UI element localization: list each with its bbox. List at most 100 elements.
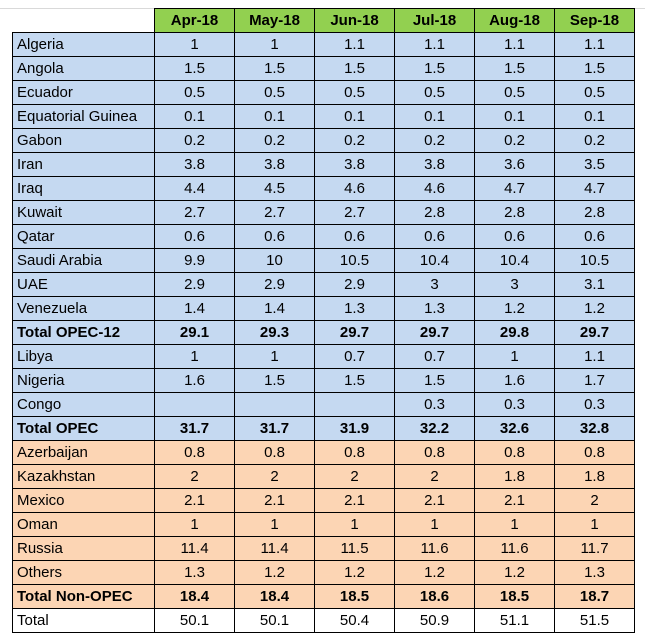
value-cell[interactable]: 2.9 [234,272,315,297]
value-cell[interactable]: 0.5 [154,80,235,105]
value-cell[interactable]: 3.5 [554,152,635,177]
value-cell[interactable]: 1.2 [314,560,395,585]
value-cell[interactable]: 4.6 [314,176,395,201]
value-cell[interactable]: 0.5 [234,80,315,105]
value-cell[interactable]: 18.5 [314,584,395,609]
value-cell[interactable]: 0.7 [394,344,475,369]
value-cell[interactable]: 1 [474,344,555,369]
value-cell[interactable]: 1.7 [554,368,635,393]
value-cell[interactable]: 50.1 [234,608,315,633]
column-header[interactable]: May-18 [234,8,315,33]
row-label[interactable]: Total OPEC-12 [12,320,155,345]
value-cell[interactable]: 1.5 [314,56,395,81]
value-cell[interactable]: 1.5 [394,56,475,81]
value-cell[interactable]: 1.1 [474,32,555,57]
value-cell[interactable]: 1.3 [554,560,635,585]
row-label[interactable]: Nigeria [12,368,155,393]
value-cell[interactable]: 3.8 [394,152,475,177]
value-cell[interactable]: 1 [154,32,235,57]
value-cell[interactable]: 18.6 [394,584,475,609]
value-cell[interactable]: 0.3 [474,392,555,417]
value-cell[interactable]: 0.8 [554,440,635,465]
value-cell[interactable]: 50.1 [154,608,235,633]
value-cell[interactable]: 1.1 [554,32,635,57]
value-cell[interactable]: 1 [314,512,395,537]
value-cell[interactable]: 11.5 [314,536,395,561]
value-cell[interactable]: 2.9 [154,272,235,297]
value-cell[interactable]: 1.2 [474,560,555,585]
value-cell[interactable]: 3.8 [314,152,395,177]
value-cell[interactable]: 31.7 [234,416,315,441]
value-cell[interactable]: 0.6 [394,224,475,249]
column-header[interactable]: Jun-18 [314,8,395,33]
row-label[interactable]: Iraq [12,176,155,201]
value-cell[interactable]: 11.6 [394,536,475,561]
value-cell[interactable]: 0.3 [554,392,635,417]
value-cell[interactable]: 1.5 [154,56,235,81]
value-cell[interactable]: 4.4 [154,176,235,201]
value-cell[interactable]: 1.2 [554,296,635,321]
value-cell[interactable]: 0.8 [474,440,555,465]
value-cell[interactable]: 1.5 [314,368,395,393]
value-cell[interactable]: 51.5 [554,608,635,633]
row-label[interactable]: Others [12,560,155,585]
value-cell[interactable]: 0.6 [554,224,635,249]
value-cell[interactable]: 1.3 [314,296,395,321]
value-cell[interactable]: 1.5 [554,56,635,81]
row-label[interactable]: Qatar [12,224,155,249]
value-cell[interactable]: 0.3 [394,392,475,417]
value-cell[interactable]: 0.6 [234,224,315,249]
value-cell[interactable]: 1 [234,32,315,57]
value-cell[interactable]: 2 [554,488,635,513]
value-cell[interactable]: 0.1 [554,104,635,129]
value-cell[interactable]: 1 [234,344,315,369]
value-cell[interactable]: 1.3 [394,296,475,321]
row-label[interactable]: UAE [12,272,155,297]
value-cell[interactable]: 11.4 [154,536,235,561]
value-cell[interactable]: 1.3 [154,560,235,585]
value-cell[interactable]: 10.5 [554,248,635,273]
value-cell[interactable]: 2.1 [154,488,235,513]
value-cell[interactable]: 0.2 [394,128,475,153]
value-cell[interactable]: 1 [394,512,475,537]
value-cell[interactable]: 0.1 [234,104,315,129]
row-label[interactable]: Gabon [12,128,155,153]
row-label[interactable]: Oman [12,512,155,537]
value-cell[interactable]: 1.5 [474,56,555,81]
value-cell[interactable]: 1.8 [474,464,555,489]
value-cell[interactable]: 10.4 [474,248,555,273]
row-label[interactable]: Libya [12,344,155,369]
row-label[interactable]: Mexico [12,488,155,513]
value-cell[interactable]: 18.5 [474,584,555,609]
value-cell[interactable]: 0.5 [314,80,395,105]
row-label[interactable]: Iran [12,152,155,177]
value-cell[interactable]: 0.1 [474,104,555,129]
value-cell[interactable]: 10.5 [314,248,395,273]
value-cell[interactable]: 2 [394,464,475,489]
value-cell[interactable]: 31.7 [154,416,235,441]
value-cell[interactable]: 0.8 [234,440,315,465]
value-cell[interactable]: 29.3 [234,320,315,345]
value-cell[interactable]: 3 [474,272,555,297]
value-cell[interactable] [154,392,235,417]
row-label[interactable]: Algeria [12,32,155,57]
value-cell[interactable]: 10 [234,248,315,273]
value-cell[interactable]: 18.4 [234,584,315,609]
value-cell[interactable]: 1.6 [474,368,555,393]
value-cell[interactable]: 1 [154,512,235,537]
value-cell[interactable]: 3.8 [154,152,235,177]
value-cell[interactable]: 31.9 [314,416,395,441]
value-cell[interactable]: 0.1 [154,104,235,129]
value-cell[interactable]: 50.4 [314,608,395,633]
row-label[interactable]: Total OPEC [12,416,155,441]
value-cell[interactable]: 2.8 [474,200,555,225]
value-cell[interactable]: 0.6 [154,224,235,249]
value-cell[interactable]: 29.7 [394,320,475,345]
value-cell[interactable]: 2.8 [394,200,475,225]
value-cell[interactable]: 1.1 [554,344,635,369]
value-cell[interactable]: 0.1 [314,104,395,129]
value-cell[interactable]: 50.9 [394,608,475,633]
row-label[interactable]: Russia [12,536,155,561]
value-cell[interactable]: 2.1 [234,488,315,513]
value-cell[interactable]: 0.5 [474,80,555,105]
